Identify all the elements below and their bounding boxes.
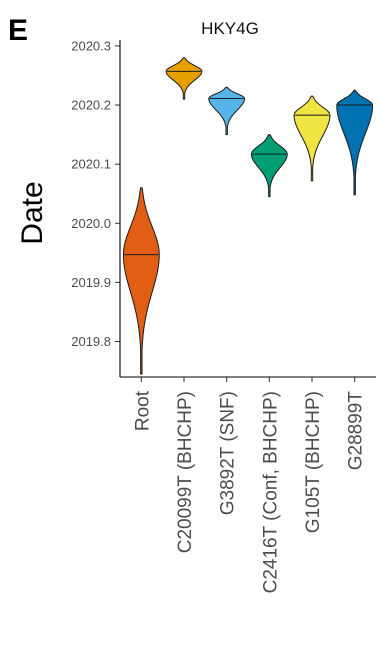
y-tick-label: 2020.3 xyxy=(71,38,111,53)
violin-shape xyxy=(293,95,331,182)
y-tick-label: 2020.0 xyxy=(71,216,111,231)
x-tick-label: C2416T (Conf, BHCHP) xyxy=(260,391,281,593)
y-tick-label: 2019.8 xyxy=(71,334,111,349)
violin-shape xyxy=(165,57,203,100)
violin-shape xyxy=(122,187,160,375)
violin-series xyxy=(122,57,374,375)
x-tick-label: C20099T (BHCHP) xyxy=(175,391,196,553)
y-tick-label: 2020.2 xyxy=(71,98,111,113)
x-axis-ticks: Root C20099T (BHCHP) G3892T (SNF) C2416T (C… xyxy=(132,377,367,593)
x-tick-label: G28899T xyxy=(346,391,367,471)
y-tick-label: 2020.1 xyxy=(71,157,111,172)
violin-shape xyxy=(208,86,246,136)
y-axis-ticks: 2019.8 2019.9 2020.0 2020.1 2020.2 2020.3 xyxy=(71,38,120,349)
panel-letter: E xyxy=(8,14,28,47)
violin-shape xyxy=(250,134,288,198)
y-tick-label: 2019.9 xyxy=(71,275,111,290)
x-tick-label: G3892T (SNF) xyxy=(218,391,239,515)
y-axis-label: Date xyxy=(16,181,49,244)
violin-shape xyxy=(336,89,374,196)
x-tick-label: G105T (BHCHP) xyxy=(303,391,324,533)
x-tick-label: Root xyxy=(132,390,153,431)
chart-title: HKY4G xyxy=(201,19,259,38)
